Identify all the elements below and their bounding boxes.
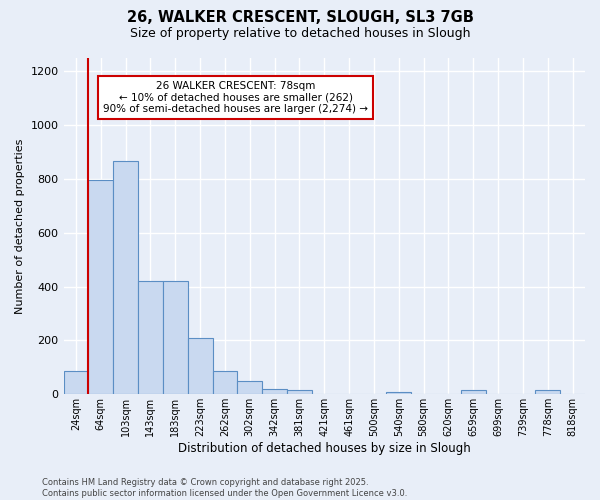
Bar	[188, 338, 212, 394]
Bar	[163, 281, 188, 394]
Bar	[535, 390, 560, 394]
Text: 26 WALKER CRESCENT: 78sqm
← 10% of detached houses are smaller (262)
90% of semi: 26 WALKER CRESCENT: 78sqm ← 10% of detac…	[103, 81, 368, 114]
Bar	[88, 180, 113, 394]
Bar	[262, 389, 287, 394]
Text: 26, WALKER CRESCENT, SLOUGH, SL3 7GB: 26, WALKER CRESCENT, SLOUGH, SL3 7GB	[127, 10, 473, 25]
Bar	[386, 392, 411, 394]
Bar	[212, 372, 238, 394]
Y-axis label: Number of detached properties: Number of detached properties	[15, 138, 25, 314]
Bar	[238, 381, 262, 394]
Text: Contains HM Land Registry data © Crown copyright and database right 2025.
Contai: Contains HM Land Registry data © Crown c…	[42, 478, 407, 498]
Bar	[461, 390, 485, 394]
Bar	[287, 390, 312, 394]
Text: Size of property relative to detached houses in Slough: Size of property relative to detached ho…	[130, 28, 470, 40]
Bar	[138, 281, 163, 394]
Bar	[64, 372, 88, 394]
X-axis label: Distribution of detached houses by size in Slough: Distribution of detached houses by size …	[178, 442, 470, 455]
Bar	[113, 161, 138, 394]
